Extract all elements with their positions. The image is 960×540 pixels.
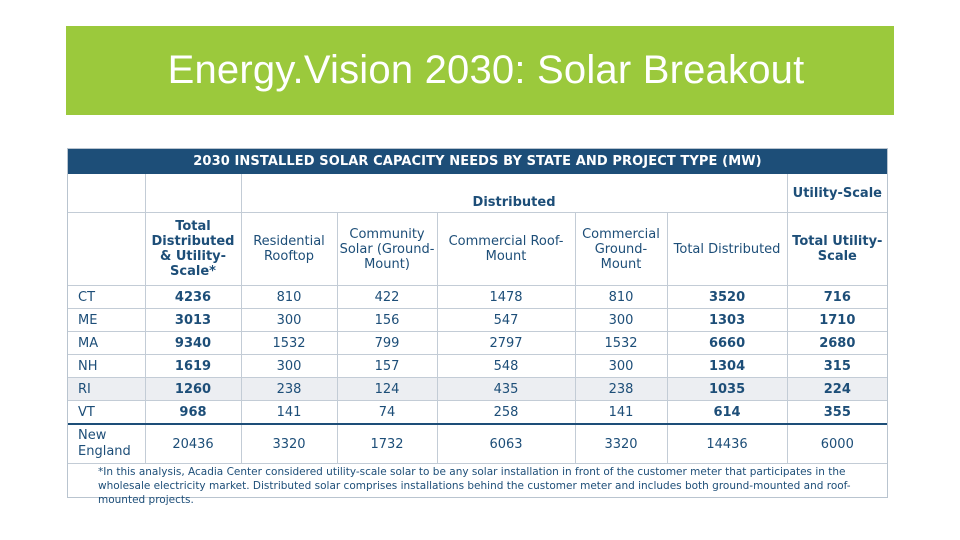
value-cell: 548 xyxy=(437,354,576,378)
col-total-utility: Total Utility-Scale xyxy=(787,212,888,286)
table-row: MA 9340 1532 799 2797 1532 6660 2680 xyxy=(68,331,888,355)
value-cell: 422 xyxy=(337,285,438,309)
value-cell: 547 xyxy=(437,308,576,332)
value-cell: 2797 xyxy=(437,331,576,355)
slide-title-band: Energy.Vision 2030: Solar Breakout xyxy=(66,26,894,115)
value-cell: 355 xyxy=(787,400,888,425)
total-cell: 9340 xyxy=(145,331,242,355)
value-cell: 6000 xyxy=(787,423,888,463)
col-residential: Residential Rooftop xyxy=(241,212,338,286)
value-cell: 799 xyxy=(337,331,438,355)
state-cell: ME xyxy=(68,308,146,332)
blank-cell xyxy=(68,212,146,286)
value-cell: 1710 xyxy=(787,308,888,332)
table-title-bar: 2030 INSTALLED SOLAR CAPACITY NEEDS BY S… xyxy=(68,149,887,174)
table-row: RI 1260 238 124 435 238 1035 224 xyxy=(68,377,888,401)
value-cell: 1304 xyxy=(667,354,788,378)
state-cell: New England xyxy=(68,423,146,463)
value-cell: 315 xyxy=(787,354,888,378)
value-cell: 300 xyxy=(575,308,668,332)
value-cell: 124 xyxy=(337,377,438,401)
state-cell: MA xyxy=(68,331,146,355)
value-cell: 14436 xyxy=(667,423,788,463)
value-cell: 157 xyxy=(337,354,438,378)
value-cell: 224 xyxy=(787,377,888,401)
value-cell: 300 xyxy=(575,354,668,378)
value-cell: 238 xyxy=(241,377,338,401)
value-cell: 238 xyxy=(575,377,668,401)
slide-title: Energy.Vision 2030: Solar Breakout xyxy=(167,48,805,92)
column-header-row: Total Distributed & Utility-Scale* Resid… xyxy=(68,212,888,286)
total-cell: 1260 xyxy=(145,377,242,401)
state-cell: VT xyxy=(68,400,146,425)
value-cell: 1532 xyxy=(575,331,668,355)
value-cell: 141 xyxy=(241,400,338,425)
total-cell: 20436 xyxy=(145,423,242,463)
value-cell: 3520 xyxy=(667,285,788,309)
col-commercial-ground: Commercial Ground-Mount xyxy=(575,212,668,286)
solar-capacity-table: 2030 INSTALLED SOLAR CAPACITY NEEDS BY S… xyxy=(67,148,888,506)
value-cell: 3320 xyxy=(241,423,338,463)
group-utility-scale: Utility-Scale xyxy=(787,174,888,213)
value-cell: 810 xyxy=(575,285,668,309)
value-cell: 3320 xyxy=(575,423,668,463)
value-cell: 1732 xyxy=(337,423,438,463)
value-cell: 1035 xyxy=(667,377,788,401)
total-cell: 968 xyxy=(145,400,242,425)
blank-cell xyxy=(68,174,146,213)
capacity-grid: Distributed Utility-Scale Total Distribu… xyxy=(68,174,888,463)
value-cell: 156 xyxy=(337,308,438,332)
group-distributed: Distributed xyxy=(241,174,788,213)
value-cell: 435 xyxy=(437,377,576,401)
table-row: NH 1619 300 157 548 300 1304 315 xyxy=(68,354,888,378)
blank-cell xyxy=(145,174,242,213)
group-header-row: Distributed Utility-Scale xyxy=(68,174,888,213)
col-community: Community Solar (Ground-Mount) xyxy=(337,212,438,286)
state-cell: RI xyxy=(68,377,146,401)
col-total-distributed: Total Distributed xyxy=(667,212,788,286)
total-cell: 4236 xyxy=(145,285,242,309)
value-cell: 6063 xyxy=(437,423,576,463)
col-commercial-roof: Commercial Roof-Mount xyxy=(437,212,576,286)
value-cell: 258 xyxy=(437,400,576,425)
table-title: 2030 INSTALLED SOLAR CAPACITY NEEDS BY S… xyxy=(193,154,762,169)
value-cell: 1303 xyxy=(667,308,788,332)
state-cell: CT xyxy=(68,285,146,309)
total-cell: 1619 xyxy=(145,354,242,378)
value-cell: 300 xyxy=(241,308,338,332)
total-cell: 3013 xyxy=(145,308,242,332)
value-cell: 141 xyxy=(575,400,668,425)
table-footnote: *In this analysis, Acadia Center conside… xyxy=(68,463,887,506)
value-cell: 6660 xyxy=(667,331,788,355)
table-row-total: New England 20436 3320 1732 6063 3320 14… xyxy=(68,423,888,463)
state-cell: NH xyxy=(68,354,146,378)
col-total-dist-util: Total Distributed & Utility-Scale* xyxy=(145,212,242,286)
value-cell: 614 xyxy=(667,400,788,425)
value-cell: 2680 xyxy=(787,331,888,355)
value-cell: 1532 xyxy=(241,331,338,355)
value-cell: 810 xyxy=(241,285,338,309)
value-cell: 716 xyxy=(787,285,888,309)
table-row: CT 4236 810 422 1478 810 3520 716 xyxy=(68,285,888,309)
value-cell: 300 xyxy=(241,354,338,378)
table-row: ME 3013 300 156 547 300 1303 1710 xyxy=(68,308,888,332)
table-row: VT 968 141 74 258 141 614 355 xyxy=(68,400,888,425)
value-cell: 1478 xyxy=(437,285,576,309)
value-cell: 74 xyxy=(337,400,438,425)
